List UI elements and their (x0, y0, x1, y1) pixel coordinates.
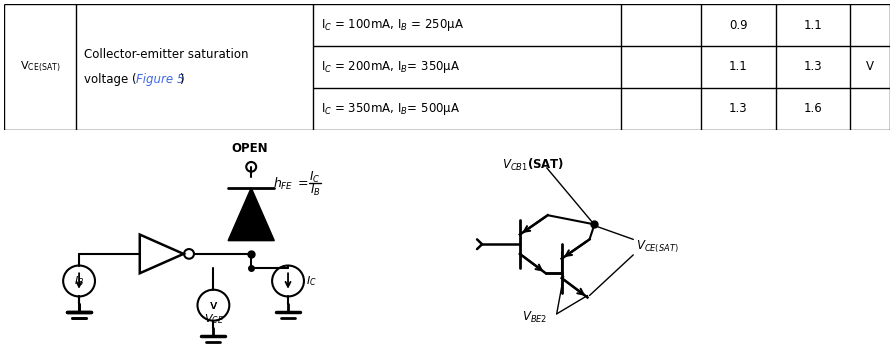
Text: Collector-emitter saturation: Collector-emitter saturation (84, 48, 248, 61)
Polygon shape (228, 188, 274, 241)
Text: $V_{CE(SAT)}$: $V_{CE(SAT)}$ (636, 239, 679, 255)
Text: ): ) (179, 73, 183, 86)
Text: $h_{FE}$: $h_{FE}$ (273, 176, 294, 192)
Text: V: V (866, 60, 874, 73)
Text: $V_{CE}$: $V_{CE}$ (205, 312, 224, 326)
Text: $I_C$: $I_C$ (306, 274, 317, 288)
Text: 1.6: 1.6 (804, 102, 822, 115)
Text: Figure 5: Figure 5 (136, 73, 184, 86)
Text: $I_C$: $I_C$ (310, 170, 320, 185)
Text: I$_C$ = 100mA, I$_B$ = 250μA: I$_C$ = 100mA, I$_B$ = 250μA (321, 17, 464, 33)
Text: $\mathregular{V_{CE(SAT)}}$: $\mathregular{V_{CE(SAT)}}$ (20, 60, 61, 74)
Text: $V_{CB1}$(SAT): $V_{CB1}$(SAT) (502, 157, 564, 173)
Text: I$_C$ = 350mA, I$_B$= 500μA: I$_C$ = 350mA, I$_B$= 500μA (321, 101, 460, 117)
Text: $I_B$: $I_B$ (310, 182, 320, 198)
Text: v: v (210, 299, 217, 312)
Text: 0.9: 0.9 (729, 18, 748, 31)
Text: v: v (210, 299, 217, 312)
Text: I$_C$ = 200mA, I$_B$= 350μA: I$_C$ = 200mA, I$_B$= 350μA (321, 59, 460, 75)
Text: OPEN: OPEN (231, 142, 268, 155)
Text: $V_{BE2}$: $V_{BE2}$ (522, 310, 547, 325)
Text: 1.1: 1.1 (729, 60, 748, 73)
Text: voltage (: voltage ( (84, 73, 137, 86)
Text: $I_B$: $I_B$ (74, 274, 85, 288)
Text: 1.3: 1.3 (729, 102, 748, 115)
Text: 1.1: 1.1 (804, 18, 822, 31)
Text: =: = (297, 177, 308, 190)
Text: 1.3: 1.3 (804, 60, 822, 73)
